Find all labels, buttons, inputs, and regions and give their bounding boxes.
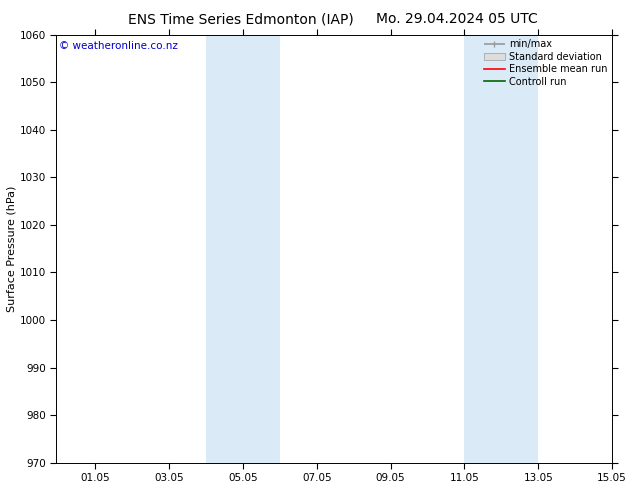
Text: ENS Time Series Edmonton (IAP): ENS Time Series Edmonton (IAP) — [128, 12, 354, 26]
Bar — [206, 35, 280, 463]
Text: Mo. 29.04.2024 05 UTC: Mo. 29.04.2024 05 UTC — [375, 12, 538, 26]
Bar — [465, 35, 538, 463]
Y-axis label: Surface Pressure (hPa): Surface Pressure (hPa) — [7, 185, 17, 312]
Legend: min/max, Standard deviation, Ensemble mean run, Controll run: min/max, Standard deviation, Ensemble me… — [482, 37, 609, 89]
Text: © weatheronline.co.nz: © weatheronline.co.nz — [59, 41, 178, 51]
